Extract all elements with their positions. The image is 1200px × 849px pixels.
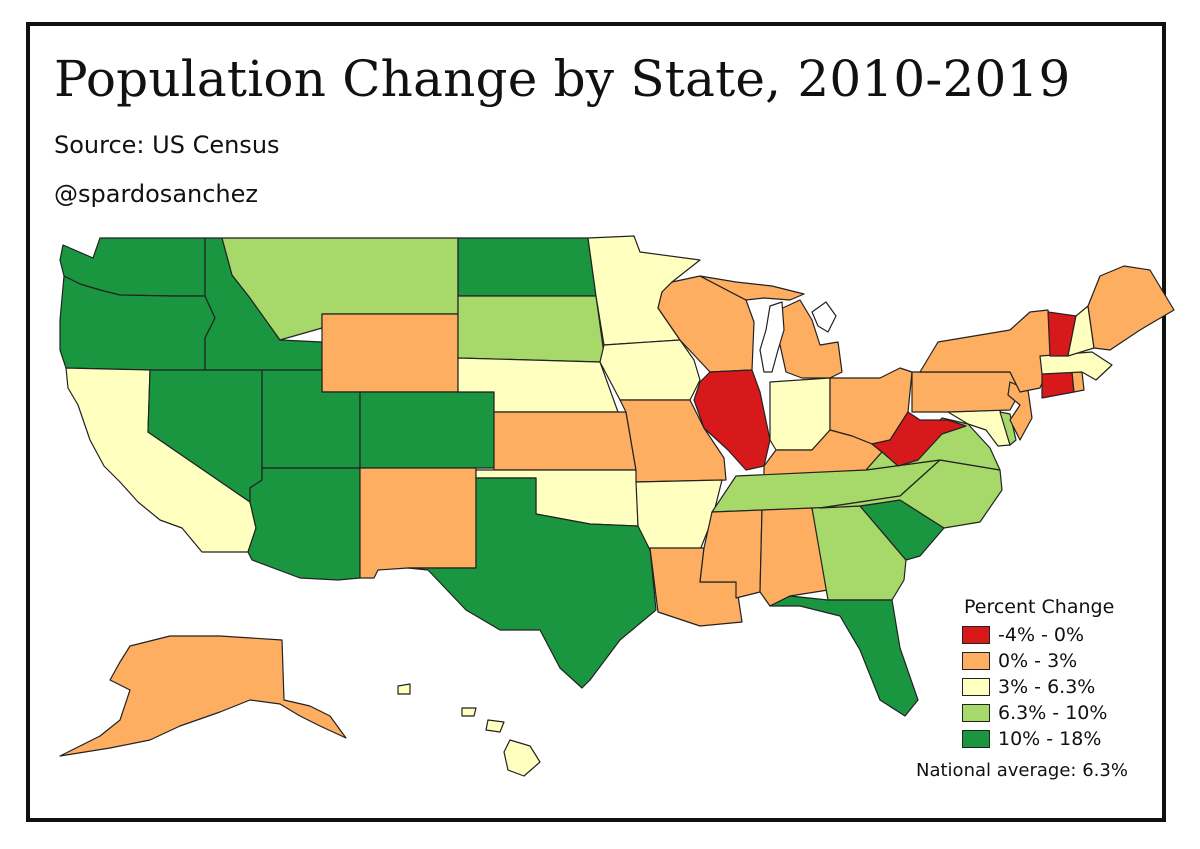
state-hi-big xyxy=(503,739,541,777)
legend-item: 3% - 6.3% xyxy=(962,674,1114,700)
state-hi-oahu xyxy=(461,707,477,717)
map-title: Population Change by State, 2010-2019 xyxy=(54,50,1071,108)
state-co xyxy=(359,391,495,469)
state-hi-kauai xyxy=(397,683,411,695)
legend-label: 3% - 6.3% xyxy=(998,676,1096,698)
great-lakes xyxy=(759,301,837,373)
lake-huron xyxy=(811,301,837,333)
state-pa xyxy=(911,371,1021,413)
source-caption: Source: US Census xyxy=(54,131,280,159)
state-wv xyxy=(871,411,967,467)
state-wy xyxy=(321,313,459,393)
lake-michigan xyxy=(759,301,785,373)
legend-label: -4% - 0% xyxy=(998,624,1085,646)
state-sd xyxy=(457,295,605,363)
author-handle: @spardosanchez xyxy=(54,180,258,208)
state-mi-upper xyxy=(699,275,805,301)
legend-swatch-3 xyxy=(962,704,990,722)
legend-swatch-1 xyxy=(962,652,990,670)
legend-label: 6.3% - 10% xyxy=(998,702,1108,724)
state-mi-lower xyxy=(773,299,843,379)
national-average-note: National average: 6.3% xyxy=(916,760,1128,781)
state-fl xyxy=(769,595,919,717)
legend-swatch-2 xyxy=(962,678,990,696)
legend: Percent Change -4% - 0% 0% - 3% 3% - 6.3… xyxy=(962,596,1114,752)
state-ak xyxy=(59,635,347,757)
legend-title: Percent Change xyxy=(964,596,1115,618)
non-contiguous-states xyxy=(59,635,541,777)
state-de xyxy=(999,411,1017,446)
state-nj xyxy=(1007,381,1033,441)
legend-item: 6.3% - 10% xyxy=(962,700,1114,726)
state-mo xyxy=(619,399,727,483)
legend-swatch-0 xyxy=(962,626,990,644)
state-ct xyxy=(1041,371,1075,399)
legend-item: 0% - 3% xyxy=(962,648,1114,674)
state-hi-maui xyxy=(485,719,505,733)
lower-48-states xyxy=(59,235,1175,717)
legend-item: 10% - 18% xyxy=(962,726,1114,752)
state-az xyxy=(247,467,361,581)
state-ia xyxy=(599,339,701,401)
state-ma xyxy=(1039,351,1113,381)
state-me xyxy=(1087,265,1175,351)
state-ri xyxy=(1071,371,1085,393)
legend-item: -4% - 0% xyxy=(962,622,1114,648)
state-ks xyxy=(493,411,637,471)
state-il xyxy=(693,369,771,471)
state-nc xyxy=(819,459,1003,529)
state-nm xyxy=(359,467,477,579)
state-tx xyxy=(407,477,657,689)
legend-label: 10% - 18% xyxy=(998,728,1102,750)
legend-label: 0% - 3% xyxy=(998,650,1078,672)
state-nd xyxy=(457,237,597,297)
legend-swatch-4 xyxy=(962,730,990,748)
